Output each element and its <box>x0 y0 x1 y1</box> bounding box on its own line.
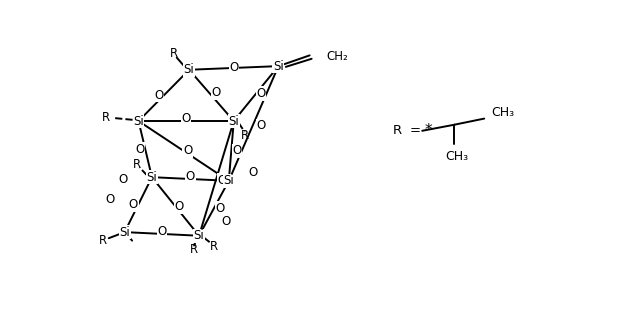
Text: O: O <box>136 143 145 156</box>
Text: =: = <box>410 124 421 137</box>
Text: O: O <box>218 174 227 187</box>
Text: O: O <box>186 170 195 183</box>
Text: O: O <box>105 193 115 206</box>
Text: O: O <box>118 173 128 186</box>
Text: Si: Si <box>273 60 284 73</box>
Text: R: R <box>170 48 179 61</box>
Text: R: R <box>99 234 107 247</box>
Text: Si: Si <box>228 114 239 127</box>
Text: R: R <box>190 243 198 256</box>
Text: CH₃: CH₃ <box>445 150 468 163</box>
Text: O: O <box>129 198 138 211</box>
Text: O: O <box>248 166 257 179</box>
Text: R: R <box>210 240 218 253</box>
Text: Si: Si <box>194 229 204 242</box>
Text: O: O <box>221 215 231 228</box>
Text: O: O <box>183 145 192 158</box>
Text: Si: Si <box>119 226 130 239</box>
Text: O: O <box>215 202 225 215</box>
Text: O: O <box>232 145 242 158</box>
Text: Si: Si <box>133 114 144 127</box>
Text: Si: Si <box>147 171 157 184</box>
Text: CH₃: CH₃ <box>492 106 515 119</box>
Text: R: R <box>241 129 249 142</box>
Text: O: O <box>154 89 163 102</box>
Text: R: R <box>102 111 110 124</box>
Text: O: O <box>229 61 238 74</box>
Text: *: * <box>425 123 433 138</box>
Text: O: O <box>175 200 184 213</box>
Text: O: O <box>212 87 221 100</box>
Text: CH₂: CH₂ <box>326 50 348 63</box>
Text: O: O <box>157 225 166 238</box>
Text: R: R <box>133 158 141 171</box>
Text: Si: Si <box>184 63 195 76</box>
Text: Si: Si <box>223 174 234 187</box>
Text: O: O <box>257 87 266 100</box>
Text: O: O <box>182 112 191 125</box>
Text: R: R <box>392 124 402 137</box>
Text: O: O <box>257 120 266 133</box>
